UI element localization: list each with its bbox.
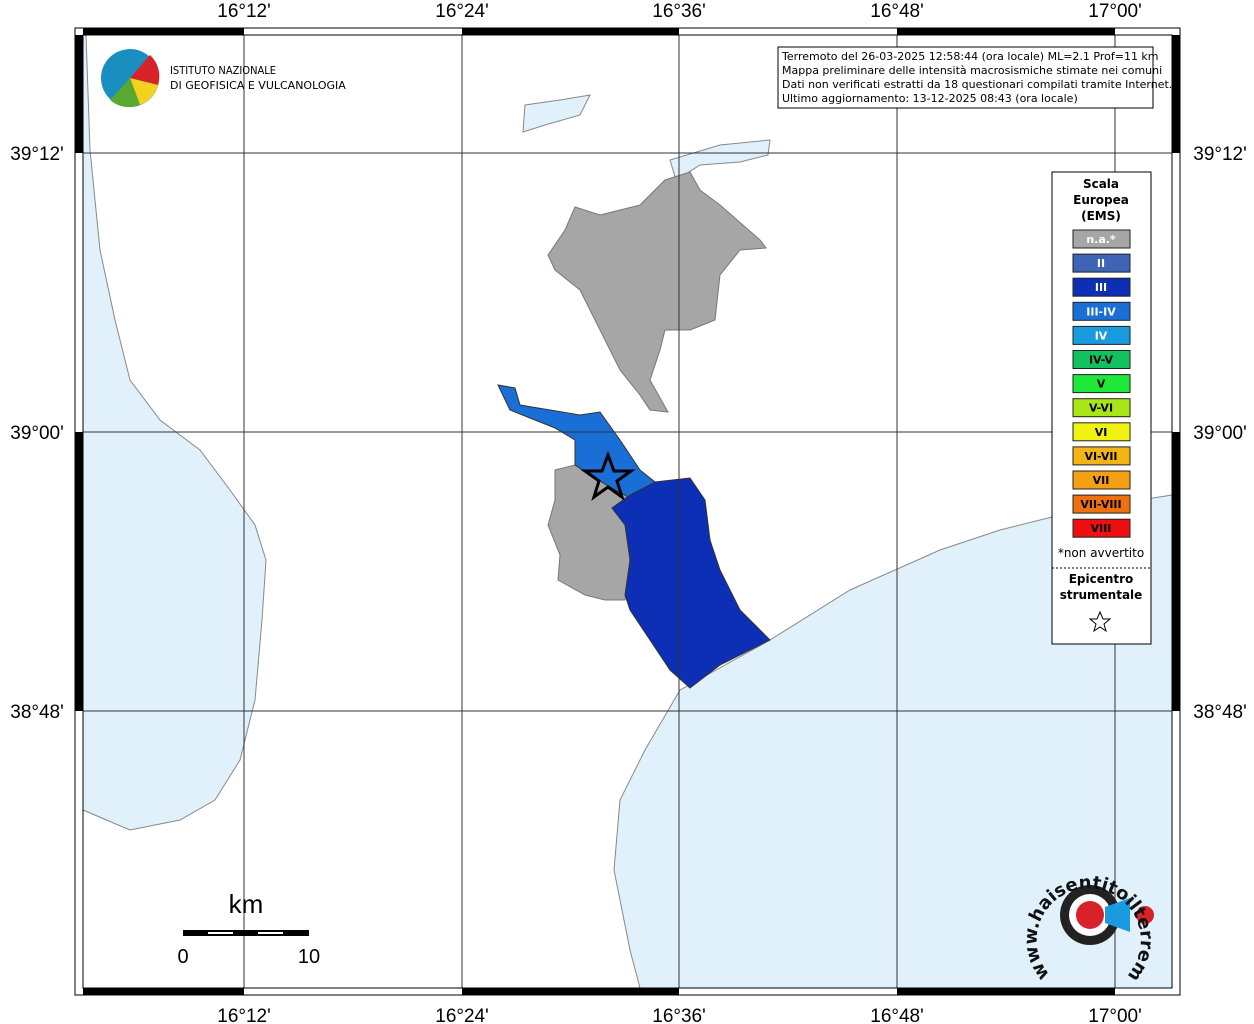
- logo-text: DI GEOFISICA E VULCANOLOGIA: [170, 79, 346, 92]
- logo-ring: [1076, 901, 1104, 929]
- lake: [522, 94, 591, 133]
- lon-label: 16°24': [435, 1006, 489, 1024]
- lat-label: 38°48': [1193, 702, 1247, 723]
- frame-segment: [1172, 432, 1180, 711]
- legend-label: VIII: [1091, 522, 1112, 535]
- logo-sector: [130, 55, 160, 85]
- lat-label: 39°00': [1193, 423, 1247, 444]
- legend-label: IV: [1095, 329, 1108, 342]
- legend-label: III-IV: [1086, 305, 1116, 318]
- info-box: [777, 46, 1154, 109]
- legend-swatch: [1072, 350, 1131, 369]
- lon-label: 16°48': [870, 1006, 924, 1024]
- lon-label: 16°36': [652, 1, 706, 22]
- info-line: Mappa preliminare delle intensità macros…: [782, 64, 1162, 77]
- info-line: Terremoto del 26-03-2025 12:58:44 (ora l…: [781, 50, 1159, 63]
- frame-segment: [462, 28, 679, 35]
- frame-segment: [1172, 35, 1180, 153]
- legend-swatch: [1072, 518, 1131, 538]
- map-frame: [74, 27, 1181, 996]
- legend-swatch: [1072, 422, 1131, 442]
- legend-swatch: [1072, 398, 1131, 418]
- frame-segment: [897, 28, 1115, 35]
- scale-bar-seg: [258, 932, 283, 934]
- scale-label: 10: [298, 946, 320, 968]
- legend-swatch: [1072, 446, 1131, 466]
- scale-bar: km 0 10: [177, 889, 320, 968]
- lat-label: 39°00': [10, 423, 64, 444]
- legend-title: Scala: [1083, 177, 1119, 191]
- legend-swatch: [1072, 374, 1131, 394]
- scale-bar-seg: [208, 932, 233, 934]
- lat-label: 39°12': [10, 144, 64, 165]
- legend-title: (EMS): [1081, 209, 1121, 223]
- legend-swatch: [1072, 277, 1131, 297]
- lon-label: 16°24': [435, 1, 489, 22]
- legend-swatch: [1072, 494, 1131, 514]
- frame-segment: [83, 988, 244, 995]
- lon-label: 16°12': [217, 1, 271, 22]
- frame-segment: [75, 432, 83, 711]
- legend-note: *non avvertito: [1058, 546, 1144, 560]
- frame-segment: [75, 35, 83, 153]
- lat-label: 38°48': [10, 702, 64, 723]
- scale-bar-rect: [183, 930, 309, 936]
- legend-label: VII-VIII: [1080, 498, 1121, 511]
- municipality-na: [547, 171, 767, 413]
- logo-sector: [130, 78, 158, 105]
- legend-label: VI-VII: [1084, 450, 1117, 463]
- frame-segment: [897, 988, 1115, 995]
- logo-sector: [110, 78, 140, 108]
- info-line: Ultimo aggiornamento: 13-12-2025 08:43 (…: [782, 92, 1078, 105]
- legend-star: [1088, 610, 1112, 633]
- lon-label: 17°00': [1088, 1, 1142, 22]
- legend-swatch: [1072, 325, 1131, 345]
- logo-text: ISTITUTO NAZIONALE: [170, 64, 276, 77]
- legend-label: III: [1095, 281, 1107, 294]
- lon-label: 16°12': [217, 1006, 271, 1024]
- logo-speaker: [1105, 898, 1130, 932]
- legend-epicenter: Epicentro: [1069, 572, 1134, 586]
- frame-segment: [462, 988, 679, 995]
- lon-label: 17°00': [1088, 1006, 1142, 1024]
- legend-swatch: [1072, 229, 1131, 249]
- lat-label: 39°12': [1193, 144, 1247, 165]
- info-line: Dati non verificati estratti da 18 quest…: [782, 78, 1172, 91]
- legend-title: Europea: [1073, 193, 1129, 207]
- scale-unit: km: [229, 889, 264, 919]
- scale-label: 0: [177, 946, 188, 968]
- legend-label: n.a.*: [1086, 233, 1116, 246]
- legend-label: IV-V: [1089, 354, 1114, 367]
- legend-epicenter: strumentale: [1060, 588, 1143, 602]
- legend: ScalaEuropea(EMS)n.a.*IIIIIIII-IVIVIV-VV…: [1052, 177, 1151, 633]
- lon-label: 16°48': [870, 1, 924, 22]
- legend-label: VI: [1095, 426, 1108, 439]
- legend-label: V-VI: [1089, 402, 1113, 415]
- frame-segment: [83, 28, 244, 35]
- legend-swatch: [1072, 253, 1131, 273]
- info-text: Terremoto del 26-03-2025 12:58:44 (ora l…: [781, 50, 1172, 105]
- lon-label: 16°36': [652, 1006, 706, 1024]
- legend-label: V: [1097, 378, 1106, 391]
- municipality-iii: [611, 477, 771, 689]
- logo-dot: [1136, 906, 1154, 924]
- epicenter-star: [580, 450, 636, 501]
- legend-label: VII: [1093, 474, 1110, 487]
- ingv-logo: ISTITUTO NAZIONALE DI GEOFISICA E VULCAN…: [101, 49, 346, 108]
- legend-swatch: [1072, 301, 1131, 321]
- legend-swatch: [1072, 470, 1131, 490]
- legend-label: II: [1097, 257, 1105, 270]
